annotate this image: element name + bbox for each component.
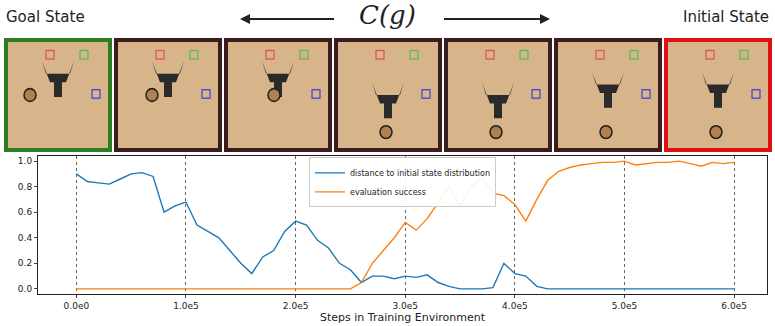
svg-text:distance to initial state dist: distance to initial state distribution	[350, 169, 490, 178]
svg-text:0.4: 0.4	[18, 233, 33, 243]
svg-text:4.0e5: 4.0e5	[502, 301, 528, 311]
html-text:Goal State: Goal State	[6, 8, 85, 26]
svg-text:1.0: 1.0	[18, 156, 33, 166]
svg-text:evaluation success: evaluation success	[350, 188, 426, 197]
svg-text:0.0e0: 0.0e0	[64, 301, 90, 311]
svg-text:3.0e5: 3.0e5	[392, 301, 418, 311]
svg-text:0.2: 0.2	[18, 258, 32, 268]
svg-text:1.0e5: 1.0e5	[173, 301, 199, 311]
svg-text:5.0e5: 5.0e5	[612, 301, 638, 311]
svg-text:Steps in Training Environment: Steps in Training Environment	[320, 311, 486, 324]
html-text:Initial State: Initial State	[683, 8, 769, 26]
svg-text:2.0e5: 2.0e5	[283, 301, 309, 311]
svg-text:0.0: 0.0	[18, 284, 33, 294]
svg-text:0.8: 0.8	[18, 182, 33, 192]
svg-text:6.0e5: 6.0e5	[721, 301, 747, 311]
svg-text:0.6: 0.6	[18, 207, 33, 217]
html-text:C(g): C(g)	[359, 0, 416, 30]
